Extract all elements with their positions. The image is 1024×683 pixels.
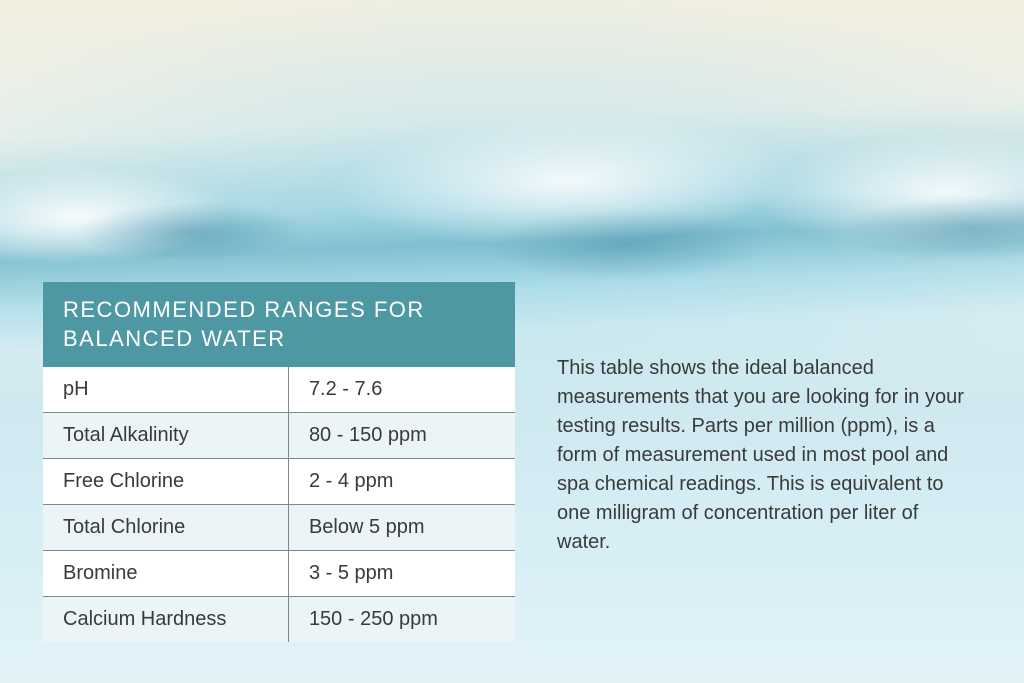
table-row: Total Alkalinity80 - 150 ppm bbox=[43, 413, 515, 459]
param-cell: pH bbox=[43, 367, 288, 413]
param-cell: Total Chlorine bbox=[43, 505, 288, 551]
value-cell: 150 - 250 ppm bbox=[288, 597, 515, 643]
value-cell: 80 - 150 ppm bbox=[288, 413, 515, 459]
ranges-table-card: RECOMMENDED RANGES FOR BALANCED WATER pH… bbox=[43, 282, 515, 642]
ranges-table-body: pH7.2 - 7.6Total Alkalinity80 - 150 ppmF… bbox=[43, 367, 515, 642]
param-cell: Total Alkalinity bbox=[43, 413, 288, 459]
table-title: RECOMMENDED RANGES FOR BALANCED WATER bbox=[43, 282, 515, 367]
value-cell: 2 - 4 ppm bbox=[288, 459, 515, 505]
ranges-table: pH7.2 - 7.6Total Alkalinity80 - 150 ppmF… bbox=[43, 367, 515, 642]
param-cell: Free Chlorine bbox=[43, 459, 288, 505]
table-row: Calcium Hardness150 - 250 ppm bbox=[43, 597, 515, 643]
content-row: RECOMMENDED RANGES FOR BALANCED WATER pH… bbox=[43, 282, 981, 642]
description-text: This table shows the ideal balanced meas… bbox=[557, 282, 977, 557]
value-cell: Below 5 ppm bbox=[288, 505, 515, 551]
table-row: Free Chlorine2 - 4 ppm bbox=[43, 459, 515, 505]
param-cell: Calcium Hardness bbox=[43, 597, 288, 643]
value-cell: 3 - 5 ppm bbox=[288, 551, 515, 597]
infographic-canvas: RECOMMENDED RANGES FOR BALANCED WATER pH… bbox=[0, 0, 1024, 683]
table-row: Total ChlorineBelow 5 ppm bbox=[43, 505, 515, 551]
table-row: pH7.2 - 7.6 bbox=[43, 367, 515, 413]
value-cell: 7.2 - 7.6 bbox=[288, 367, 515, 413]
param-cell: Bromine bbox=[43, 551, 288, 597]
table-row: Bromine3 - 5 ppm bbox=[43, 551, 515, 597]
